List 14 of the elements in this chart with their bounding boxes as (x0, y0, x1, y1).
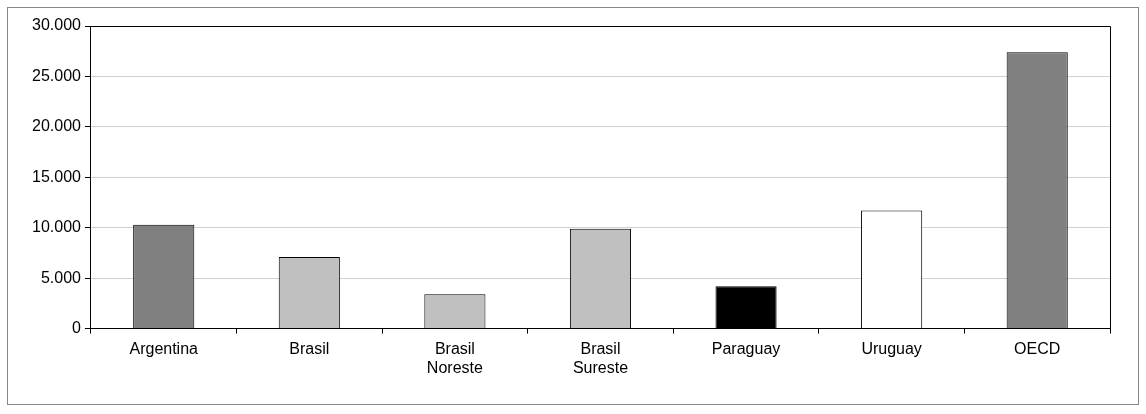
y-tick-label: 30.000 (32, 16, 82, 34)
x-tick-label: Brasil Sureste (572, 339, 629, 376)
x-tick-label: Brasil (289, 339, 330, 357)
y-tick-label: 15.000 (32, 167, 82, 185)
x-tick-label: Paraguay (711, 339, 781, 357)
y-tick-label: 20.000 (32, 117, 82, 135)
y-tick-label: 10.000 (32, 218, 82, 236)
y-tick-label: 25.000 (32, 66, 82, 84)
y-tick-label: 0 (72, 319, 82, 337)
x-tick-label: Uruguay (861, 339, 922, 357)
x-tick-label: OECD (1014, 339, 1061, 357)
x-tick-label: Argentina (129, 339, 199, 357)
y-tick-label: 5.000 (40, 268, 82, 286)
x-tick-label: Brasil Noreste (426, 339, 483, 376)
